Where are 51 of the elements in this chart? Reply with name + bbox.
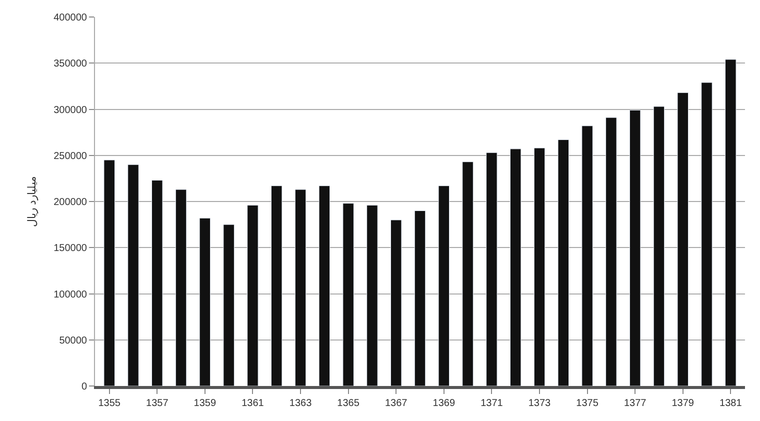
bar bbox=[342, 203, 354, 386]
bar bbox=[653, 106, 665, 386]
bar bbox=[701, 82, 712, 386]
bar bbox=[462, 162, 474, 386]
y-tick-label: 100000 bbox=[54, 289, 88, 300]
bar bbox=[247, 204, 258, 386]
bar bbox=[725, 59, 736, 386]
bar bbox=[104, 160, 115, 386]
bar bbox=[438, 186, 450, 386]
bar bbox=[390, 220, 402, 386]
y-tick-label: 150000 bbox=[54, 243, 88, 254]
bar bbox=[128, 164, 139, 386]
x-tick-label: 1381 bbox=[720, 398, 742, 409]
x-tick-label: 1379 bbox=[672, 398, 694, 409]
bar bbox=[582, 126, 593, 386]
y-tick-label: 50000 bbox=[59, 335, 88, 346]
y-tick-label: 0 bbox=[81, 382, 88, 392]
bar bbox=[270, 186, 282, 386]
bar bbox=[414, 210, 426, 386]
bar bbox=[510, 148, 522, 386]
x-tick-label: 1359 bbox=[194, 398, 216, 409]
bar bbox=[677, 92, 688, 386]
y-tick-label: 300000 bbox=[54, 104, 88, 116]
x-tick-label: 1367 bbox=[384, 398, 408, 409]
x-tick-label: 1377 bbox=[624, 398, 647, 409]
x-tick-label: 1369 bbox=[432, 398, 456, 409]
x-tick-label: 1363 bbox=[289, 398, 312, 409]
bar bbox=[606, 117, 617, 386]
y-tick-label: 350000 bbox=[54, 58, 88, 70]
x-tick-label: 1361 bbox=[242, 398, 264, 409]
x-tick-label: 1365 bbox=[337, 398, 360, 409]
bar bbox=[199, 218, 211, 386]
bar bbox=[175, 189, 187, 386]
y-tick-label: 250000 bbox=[54, 150, 88, 162]
bar bbox=[152, 180, 163, 386]
bar bbox=[366, 204, 378, 386]
bar bbox=[486, 152, 498, 386]
x-tick-label: 1355 bbox=[98, 398, 121, 409]
y-axis-title: میلیارد ریال bbox=[26, 176, 38, 228]
x-tick-label: 1357 bbox=[146, 398, 169, 409]
y-tick-label: 200000 bbox=[54, 197, 88, 208]
bar bbox=[318, 186, 330, 386]
x-tick-label: 1371 bbox=[480, 398, 504, 409]
bar bbox=[223, 224, 234, 386]
bar bbox=[534, 148, 546, 386]
bar bbox=[294, 189, 306, 386]
x-tick-label: 1375 bbox=[576, 398, 599, 409]
bar bbox=[558, 139, 570, 386]
x-tick-label: 1373 bbox=[528, 398, 552, 409]
bar bbox=[629, 110, 641, 386]
y-tick-label: 400000 bbox=[54, 12, 88, 24]
